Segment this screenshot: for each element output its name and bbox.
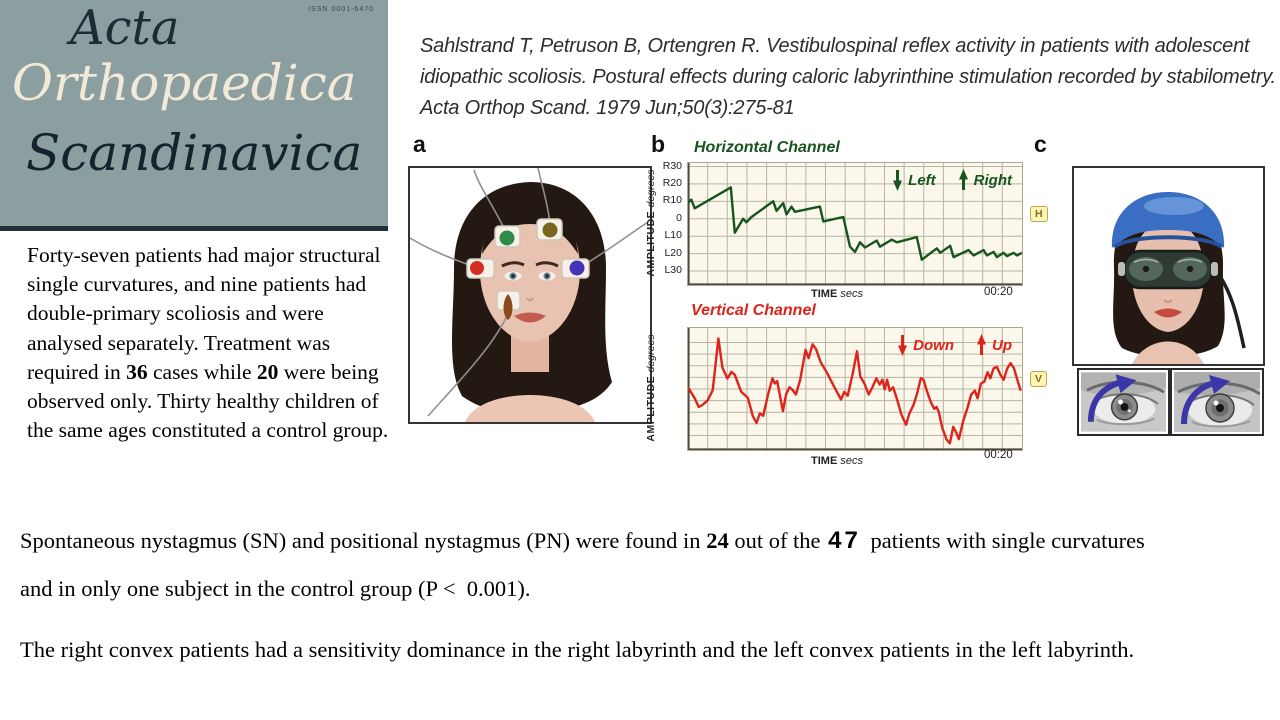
time-label: TIME <box>811 288 838 300</box>
amplitude-label: AMPLITUDE <box>645 210 657 277</box>
journal-logo: ISSN 0001-6470 Acta Orthopaedica Scandin… <box>0 0 388 231</box>
journal-title-line-2: Orthopaedica <box>12 54 357 112</box>
y-tick-label: L30 <box>664 264 682 277</box>
y-tick-label: L20 <box>664 246 682 259</box>
y-tick-label: R20 <box>662 176 682 189</box>
time-label: TIME <box>811 455 838 467</box>
time-unit: secs <box>840 288 863 300</box>
horizontal-x-axis-label: TIME secs <box>670 288 1004 300</box>
vertical-y-axis-label: AMPLITUDE degrees <box>645 308 659 468</box>
legend-left-label: Left <box>908 171 936 189</box>
y-tick-label: R10 <box>662 194 682 207</box>
eye-image-right <box>1170 368 1264 436</box>
findings-line-2: and in only one subject in the control g… <box>20 576 531 601</box>
figure-a-photo <box>408 166 652 424</box>
vertical-channel-trace <box>688 328 1022 450</box>
amplitude-unit: degrees <box>645 334 657 373</box>
y-tick-label: L10 <box>664 229 682 242</box>
amplitude-label: AMPLITUDE <box>645 375 657 442</box>
arrow-down-icon <box>898 335 908 356</box>
journal-title-line-3: Scandinavica <box>26 124 363 182</box>
arrow-up-icon <box>958 169 968 190</box>
horizontal-end-time: 00:20 <box>984 286 1013 298</box>
horizontal-y-ticks: R30 R20 R10 0 L10 L20 L30 <box>660 159 684 284</box>
face-electrodes-illustration <box>410 168 649 422</box>
legend-left: Left <box>892 168 936 192</box>
legend-right: Right <box>958 168 1012 192</box>
time-unit: secs <box>840 455 863 467</box>
vertical-channel-title: Vertical Channel <box>691 302 816 319</box>
journal-title-line-1: Acta <box>70 0 180 56</box>
figure-b-label: b <box>651 131 666 157</box>
goggles-illustration <box>1111 192 1246 364</box>
figure-c-photo <box>1072 166 1265 366</box>
vertical-legend: Down Up <box>897 333 1012 357</box>
horizontal-channel-trace <box>688 163 1022 285</box>
figure-a-label: a <box>413 131 426 157</box>
legend-down: Down <box>897 333 954 357</box>
horizontal-legend: Left Right <box>892 168 1012 192</box>
amplitude-unit: degrees <box>645 169 657 208</box>
vertical-channel-plot: Down Up <box>687 327 1023 451</box>
summary-paragraph: Forty-seven patients had major structura… <box>27 243 389 443</box>
arrow-down-icon <box>893 170 903 191</box>
vertical-x-axis-label: TIME secs <box>670 455 1004 467</box>
legend-up-label: Up <box>992 336 1012 354</box>
eye-image-left <box>1077 368 1170 436</box>
h-channel-badge: H <box>1030 206 1048 222</box>
v-channel-badge: V <box>1030 371 1048 387</box>
eye-torsion-illustration <box>1081 372 1166 432</box>
eye-torsion-illustration <box>1174 372 1260 432</box>
findings-line-1: Spontaneous nystagmus (SN) and positiona… <box>20 527 1145 554</box>
legend-right-label: Right <box>973 171 1012 189</box>
legend-up: Up <box>976 333 1012 357</box>
legend-down-label: Down <box>913 336 954 354</box>
arrow-up-icon <box>977 334 986 355</box>
horizontal-y-axis-label: AMPLITUDE degrees <box>645 143 659 303</box>
figure-c-label: c <box>1034 131 1047 157</box>
findings-paragraph-2: The right convex patients had a sensitiv… <box>20 637 1135 662</box>
y-tick-label: R30 <box>662 159 682 172</box>
horizontal-channel-title: Horizontal Channel <box>694 139 840 156</box>
vertical-end-time: 00:20 <box>984 449 1013 461</box>
horizontal-channel-plot: Left Right <box>687 162 1023 286</box>
journal-issn: ISSN 0001-6470 <box>308 6 374 13</box>
y-tick-label: 0 <box>676 211 682 224</box>
paper-citation: Sahlstrand T, Petruson B, Ortengren R. V… <box>420 35 1276 119</box>
